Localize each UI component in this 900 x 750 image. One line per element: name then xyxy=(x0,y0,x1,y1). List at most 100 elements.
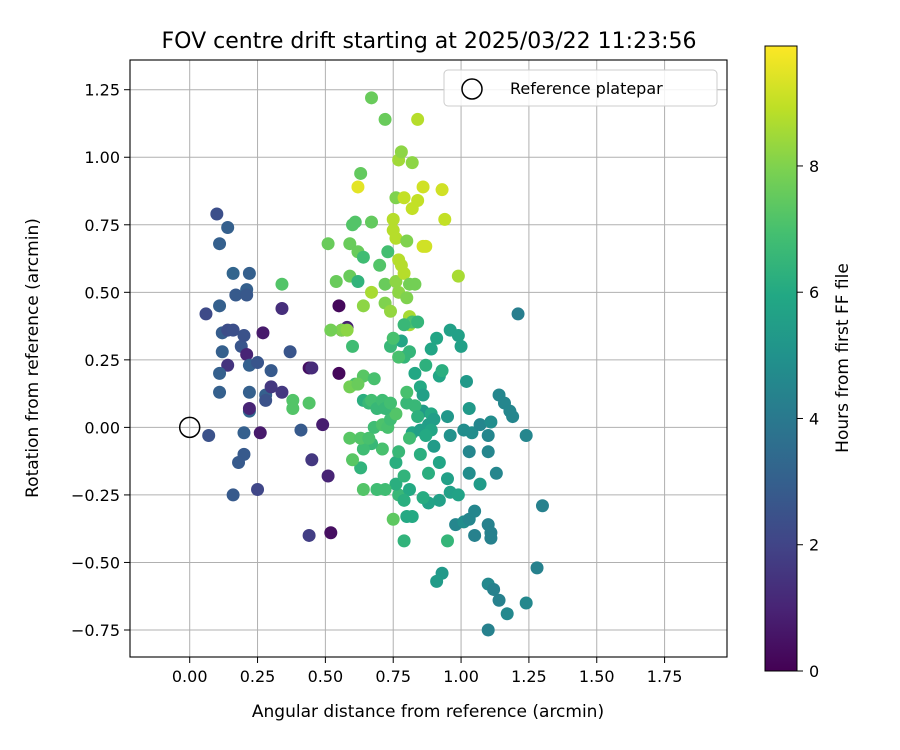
scatter-point xyxy=(440,534,454,548)
legend-label: Reference platepar xyxy=(510,79,663,98)
y-tick-label: 0.25 xyxy=(84,351,120,370)
scatter-point xyxy=(484,531,498,545)
y-tick-label: 0.75 xyxy=(84,216,120,235)
scatter-point xyxy=(389,407,403,421)
scatter-point xyxy=(264,364,278,378)
reference-marker xyxy=(178,416,201,439)
scatter-point xyxy=(275,302,289,316)
scatter-point xyxy=(451,329,465,343)
scatter-point xyxy=(351,180,365,194)
scatter-point xyxy=(440,410,454,424)
scatter-point xyxy=(348,215,362,229)
scatter-point xyxy=(362,431,376,445)
x-axis-label: Angular distance from reference (arcmin) xyxy=(252,702,604,722)
scatter-point xyxy=(392,350,406,364)
scatter-point xyxy=(378,112,392,126)
scatter-point xyxy=(240,288,254,302)
scatter-point xyxy=(332,299,346,313)
x-tick-label: 0.50 xyxy=(308,667,344,686)
scatter-point xyxy=(519,596,533,610)
scatter-point xyxy=(489,466,503,480)
scatter-point xyxy=(468,528,482,542)
scatter-point xyxy=(251,356,265,370)
scatter-point xyxy=(530,561,544,575)
scatter-point xyxy=(500,607,514,621)
scatter-point xyxy=(242,266,256,280)
y-tick-label: 1.25 xyxy=(84,81,120,100)
scatter-point xyxy=(397,318,411,332)
scatter-point xyxy=(405,156,419,170)
scatter-point xyxy=(386,512,400,526)
scatter-point xyxy=(259,393,273,407)
scatter-point xyxy=(511,307,525,321)
scatter-point xyxy=(253,426,267,440)
scatter-point xyxy=(221,220,235,234)
y-axis-label: Rotation from reference (arcmin) xyxy=(23,218,43,498)
scatter-point xyxy=(340,323,354,337)
scatter-point xyxy=(302,396,316,410)
scatter-point xyxy=(354,461,368,475)
scatter-point xyxy=(416,180,430,194)
scatter-point xyxy=(305,453,319,467)
x-tick-label: 0.75 xyxy=(375,667,411,686)
scatter-point xyxy=(213,366,227,380)
scatter-point xyxy=(454,339,468,353)
y-tick-label: 0.00 xyxy=(84,418,120,437)
scatter-point xyxy=(408,277,422,291)
scatter-point xyxy=(473,418,487,432)
scatter-point xyxy=(324,323,338,337)
scatter-point xyxy=(403,431,417,445)
scatter-point xyxy=(346,339,360,353)
scatter-point xyxy=(213,385,227,399)
scatter-point xyxy=(438,212,452,226)
scatter-point xyxy=(373,258,387,272)
scatter-point xyxy=(226,488,240,502)
scatter-point xyxy=(397,493,411,507)
scatter-point xyxy=(473,477,487,491)
scatter-point xyxy=(321,237,335,251)
scatter-point xyxy=(381,245,395,259)
scatter-point xyxy=(316,418,330,432)
scatter-point xyxy=(535,499,549,513)
x-tick-label: 1.00 xyxy=(443,667,479,686)
scatter-point xyxy=(221,358,235,372)
scatter-point xyxy=(332,366,346,380)
scatter-point xyxy=(435,183,449,197)
scatter-point xyxy=(397,191,411,205)
scatter-point xyxy=(229,288,243,302)
scatter-point xyxy=(440,472,454,486)
colorbar-label: Hours from first FF file xyxy=(833,263,853,453)
scatter-point xyxy=(411,112,425,126)
scatter-point xyxy=(487,582,501,596)
scatter-point xyxy=(492,593,506,607)
scatter-point xyxy=(354,166,368,180)
scatter-point xyxy=(443,428,457,442)
x-tick-label: 0.00 xyxy=(172,667,208,686)
scatter-point xyxy=(519,428,533,442)
colorbar-tick-label: 8 xyxy=(809,157,819,176)
scatter-point xyxy=(392,445,406,459)
scatter-point xyxy=(365,215,379,229)
scatter-point xyxy=(403,483,417,497)
scatter-point xyxy=(506,410,520,424)
colorbar-tick-label: 0 xyxy=(809,662,819,681)
scatter-points xyxy=(199,91,549,637)
scatter-point xyxy=(283,345,297,359)
scatter-point xyxy=(397,469,411,483)
scatter-point xyxy=(419,358,433,372)
y-axis-ticks: −0.75 −0.50 −0.25 0.00 0.25 0.50 0.75 1.00 1.25 xyxy=(71,81,130,640)
scatter-point xyxy=(375,442,389,456)
scatter-point xyxy=(416,491,430,505)
scatter-point xyxy=(427,439,441,453)
scatter-point xyxy=(400,510,414,524)
scatter-point xyxy=(411,410,425,424)
scatter-point xyxy=(389,275,403,289)
scatter-point xyxy=(408,366,422,380)
x-axis-ticks: 0.00 0.25 0.50 0.75 1.00 1.25 1.50 1.75 xyxy=(172,657,682,686)
scatter-point xyxy=(215,345,229,359)
scatter-point xyxy=(481,623,495,637)
x-tick-label: 1.25 xyxy=(511,667,547,686)
scatter-point xyxy=(419,428,433,442)
scatter-point xyxy=(462,401,476,415)
